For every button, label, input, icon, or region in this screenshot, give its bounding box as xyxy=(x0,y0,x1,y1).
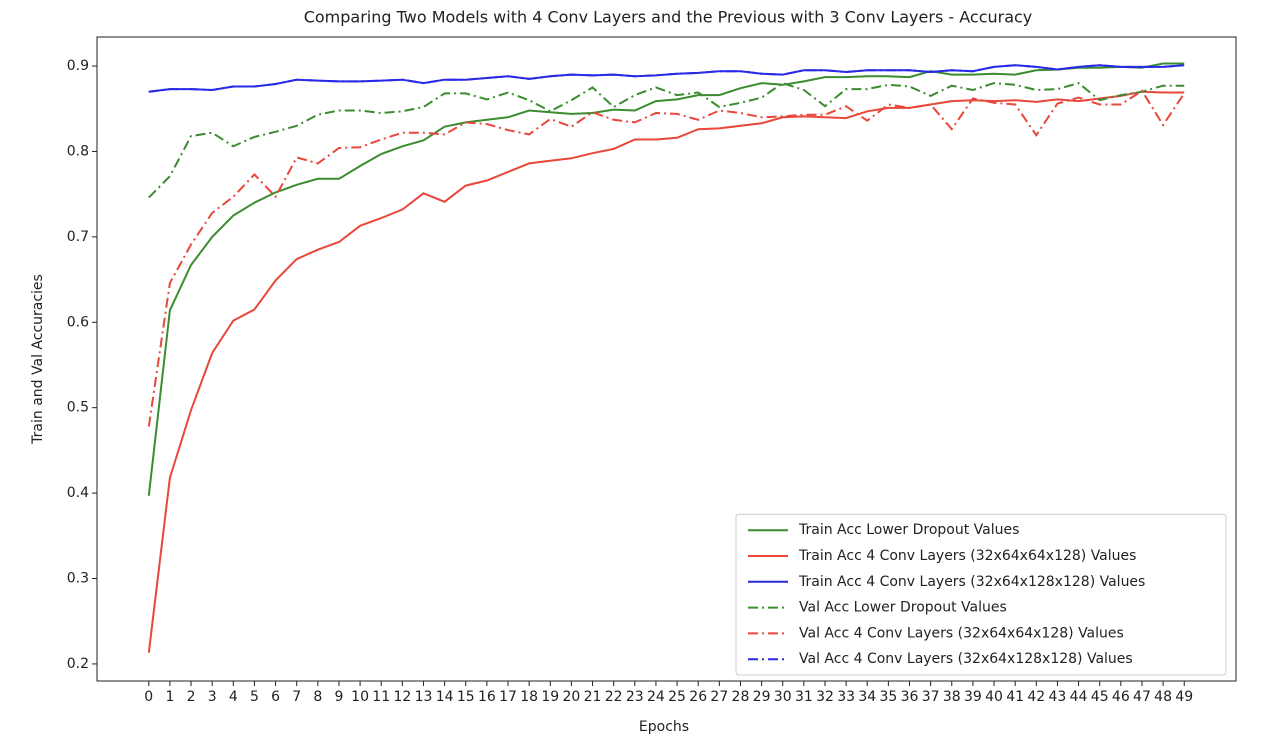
x-tick-label: 19 xyxy=(541,689,559,705)
x-tick-label: 36 xyxy=(901,689,919,705)
x-tick-label: 33 xyxy=(837,689,855,705)
legend-label: Train Acc 4 Conv Layers (32x64x128x128) … xyxy=(798,574,1145,590)
x-tick-label: 39 xyxy=(964,689,982,705)
series-line xyxy=(148,81,1185,199)
y-tick-label: 0.4 xyxy=(67,485,89,501)
legend-box xyxy=(735,513,1227,676)
x-tick-label: 42 xyxy=(1027,689,1045,705)
x-tick-label: 41 xyxy=(1006,689,1024,705)
x-tick-label: 24 xyxy=(647,689,665,705)
x-tick-label: 16 xyxy=(478,689,496,705)
legend-label: Train Acc 4 Conv Layers (32x64x64x128) V… xyxy=(798,548,1136,564)
x-tick-label: 3 xyxy=(208,689,217,705)
x-tick-label: 49 xyxy=(1175,689,1193,705)
x-tick-label: 1 xyxy=(165,689,174,705)
x-tick-label: 43 xyxy=(1049,689,1067,705)
x-tick-label: 44 xyxy=(1070,689,1088,705)
x-tick-label: 25 xyxy=(668,689,686,705)
x-tick-label: 11 xyxy=(372,689,390,705)
x-tick-label: 8 xyxy=(313,689,322,705)
x-tick-label: 45 xyxy=(1091,689,1109,705)
y-tick-label: 0.2 xyxy=(67,656,89,672)
x-tick-label: 47 xyxy=(1133,689,1151,705)
x-tick-label: 0 xyxy=(144,689,153,705)
y-tick-label: 0.6 xyxy=(67,314,89,330)
x-tick-label: 12 xyxy=(393,689,411,705)
legend-label: Val Acc Lower Dropout Values xyxy=(799,600,1007,616)
x-tick-label: 27 xyxy=(710,689,728,705)
x-tick-label: 7 xyxy=(292,689,301,705)
x-tick-label: 34 xyxy=(858,689,876,705)
y-tick-label: 0.8 xyxy=(67,143,89,159)
y-tick-label: 0.7 xyxy=(67,229,89,245)
x-tick-label: 4 xyxy=(229,689,238,705)
legend-label: Val Acc 4 Conv Layers (32x64x128x128) Va… xyxy=(799,651,1133,667)
legend-label: Val Acc 4 Conv Layers (32x64x64x128) Val… xyxy=(799,625,1124,641)
x-tick-label: 18 xyxy=(520,689,538,705)
x-tick-label: 37 xyxy=(922,689,940,705)
x-tick-label: 48 xyxy=(1154,689,1172,705)
chart-title: Comparing Two Models with 4 Conv Layers … xyxy=(304,8,1033,27)
plot-frame xyxy=(96,36,1237,682)
series-line xyxy=(147,90,1185,653)
x-tick-label: 35 xyxy=(879,689,897,705)
x-tick-label: 21 xyxy=(584,689,602,705)
x-tick-label: 6 xyxy=(271,689,280,705)
x-tick-label: 32 xyxy=(816,689,834,705)
x-axis-label: Epochs xyxy=(639,719,689,735)
x-tick-label: 26 xyxy=(689,689,707,705)
x-tick-label: 10 xyxy=(351,689,369,705)
legend-label: Train Acc Lower Dropout Values xyxy=(798,522,1019,538)
series-line xyxy=(147,62,1185,496)
x-tick-label: 20 xyxy=(562,689,580,705)
x-tick-label: 30 xyxy=(774,689,792,705)
x-tick-label: 9 xyxy=(334,689,343,705)
x-tick-label: 28 xyxy=(732,689,750,705)
x-tick-label: 2 xyxy=(187,689,196,705)
y-tick-label: 0.5 xyxy=(67,400,89,416)
x-tick-label: 23 xyxy=(626,689,644,705)
x-tick-label: 38 xyxy=(943,689,961,705)
x-tick-label: 15 xyxy=(457,689,475,705)
y-tick-label: 0.9 xyxy=(67,58,89,74)
x-tick-label: 13 xyxy=(415,689,433,705)
x-tick-label: 31 xyxy=(795,689,813,705)
x-tick-label: 17 xyxy=(499,689,517,705)
x-tick-label: 29 xyxy=(753,689,771,705)
y-tick-label: 0.3 xyxy=(67,571,89,587)
x-tick-label: 14 xyxy=(436,689,454,705)
series-line xyxy=(147,89,1186,427)
x-tick-label: 40 xyxy=(985,689,1003,705)
x-tick-label: 46 xyxy=(1112,689,1130,705)
x-tick-label: 22 xyxy=(605,689,623,705)
y-axis-label: Train and Val Accuracies xyxy=(30,274,46,445)
series-line xyxy=(148,64,1185,93)
x-tick-label: 5 xyxy=(250,689,259,705)
